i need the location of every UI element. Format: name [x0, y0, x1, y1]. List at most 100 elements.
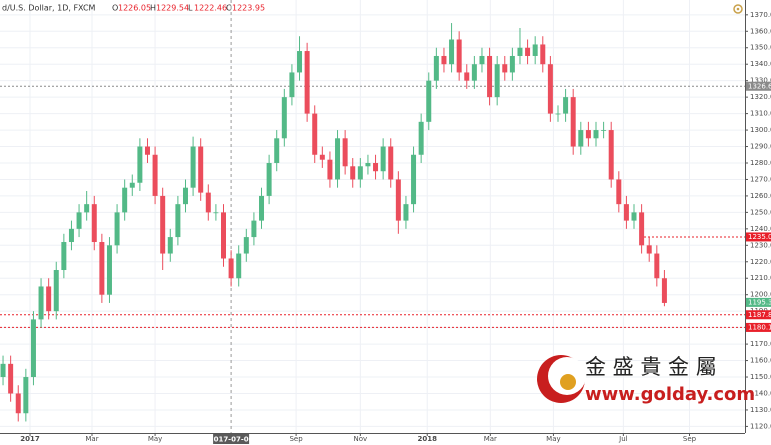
level-label: 1326.61 — [748, 82, 771, 90]
candle-body — [342, 138, 348, 167]
y-tick-label: 1160.00 — [750, 357, 771, 365]
x-tick-label: 2018 — [417, 435, 437, 443]
candle-body — [517, 47, 523, 56]
candle-body — [259, 195, 265, 221]
y-tick-label: 1220.00 — [750, 258, 771, 266]
candle-body — [456, 39, 462, 73]
level-label: 1187.82 — [748, 311, 771, 319]
y-tick-label: 1270.00 — [750, 175, 771, 183]
candle-body — [464, 72, 470, 81]
x-tick-label: Mar — [484, 435, 497, 443]
candle-body — [167, 237, 173, 254]
candle-body — [494, 64, 500, 98]
candle-body — [274, 138, 280, 163]
candle-body — [509, 55, 515, 73]
x-tick-label: May — [546, 435, 560, 443]
candle-body — [585, 130, 591, 139]
candle-body — [350, 166, 356, 180]
candle-body — [525, 47, 531, 56]
candle-body — [251, 220, 257, 238]
candle-body — [327, 159, 333, 180]
candle-body — [76, 212, 82, 229]
candle-body — [30, 319, 36, 378]
candle-body — [418, 121, 424, 155]
candle-body — [38, 286, 44, 320]
candle-body — [616, 179, 622, 205]
candle-body — [593, 130, 599, 139]
candle-body — [68, 228, 74, 243]
candle-body — [84, 204, 90, 213]
candle-body — [46, 286, 52, 312]
candle-body — [547, 64, 553, 114]
y-tick-label: 1130.00 — [750, 406, 771, 414]
candle-body — [61, 242, 67, 271]
ohlc-readout: O 1226.05H 1229.54L 1222.46C 1223.95 — [112, 4, 265, 13]
candle-body — [502, 64, 508, 73]
candle-body — [601, 130, 607, 131]
candle-body — [304, 51, 310, 114]
candle-body — [426, 80, 432, 122]
level-label: 1235.08 — [748, 233, 771, 241]
candle-body — [175, 204, 181, 238]
y-tick-label: 1330.00 — [750, 77, 771, 85]
y-tick-label: 1320.00 — [750, 93, 771, 101]
candle-body — [266, 162, 272, 196]
y-tick-label: 1290.00 — [750, 143, 771, 151]
y-tick-label: 1370.00 — [750, 11, 771, 19]
candle-body — [639, 212, 645, 246]
y-tick-label: 1280.00 — [750, 159, 771, 167]
ohlc-key: O — [112, 4, 118, 13]
y-tick-label: 1360.00 — [750, 27, 771, 35]
x-tick-label: May — [148, 435, 162, 443]
candle-body — [357, 166, 363, 180]
candle-body — [540, 44, 546, 65]
candle-body — [479, 55, 485, 65]
candle-body — [122, 187, 128, 213]
y-tick-label: 1310.00 — [750, 110, 771, 118]
ohlc-value: 1229.54 — [156, 4, 189, 13]
x-tick-label: Sep — [289, 435, 303, 443]
y-tick-label: 1300.00 — [750, 126, 771, 134]
x-tick-label: Jul — [618, 435, 628, 443]
candle-body — [487, 55, 493, 98]
logo-name: 金 盛 貴 金 屬 — [585, 355, 717, 379]
x-tick-label: 2017 — [20, 435, 40, 443]
level-box — [746, 322, 771, 332]
axes: 1120.00 1130.00 1140.00 1150.00 1160.00 1170.… — [20, 11, 771, 444]
candle-body — [433, 55, 439, 81]
x-tick-label: Nov — [354, 435, 368, 443]
candle-body — [289, 72, 295, 98]
candle-body — [631, 212, 637, 221]
level-box — [746, 310, 771, 320]
y-tick-label: 1200.00 — [750, 291, 771, 299]
candle-body — [91, 204, 97, 243]
logo-url: www.golday.com — [585, 384, 755, 405]
y-tick-label: 1170.00 — [750, 340, 771, 348]
candle-body — [129, 182, 135, 188]
levels — [0, 85, 745, 328]
candle-body — [243, 237, 249, 254]
settings-icon[interactable] — [733, 4, 743, 14]
y-tick-label: 1340.00 — [750, 60, 771, 68]
y-tick-label: 1230.00 — [750, 241, 771, 249]
y-tick-label: 1240.00 — [750, 225, 771, 233]
x-tick-label: Sep — [683, 435, 697, 443]
candle-body — [563, 97, 569, 114]
candle-body — [335, 138, 341, 180]
candle-body — [365, 162, 371, 167]
candle-body — [228, 258, 234, 279]
candle-body — [205, 192, 211, 213]
candle-body — [395, 179, 401, 221]
candle-body — [661, 278, 667, 303]
candle-body — [441, 55, 447, 65]
candles — [0, 23, 667, 422]
y-tick-label: 1260.00 — [750, 192, 771, 200]
candle-body — [8, 363, 14, 394]
ohlc-key: L — [188, 4, 193, 13]
candle-body — [319, 154, 325, 160]
candle-body — [297, 51, 303, 73]
candle-body — [654, 253, 660, 279]
candle-body — [152, 154, 158, 196]
candle-body — [0, 363, 6, 378]
candle-body — [53, 270, 59, 312]
